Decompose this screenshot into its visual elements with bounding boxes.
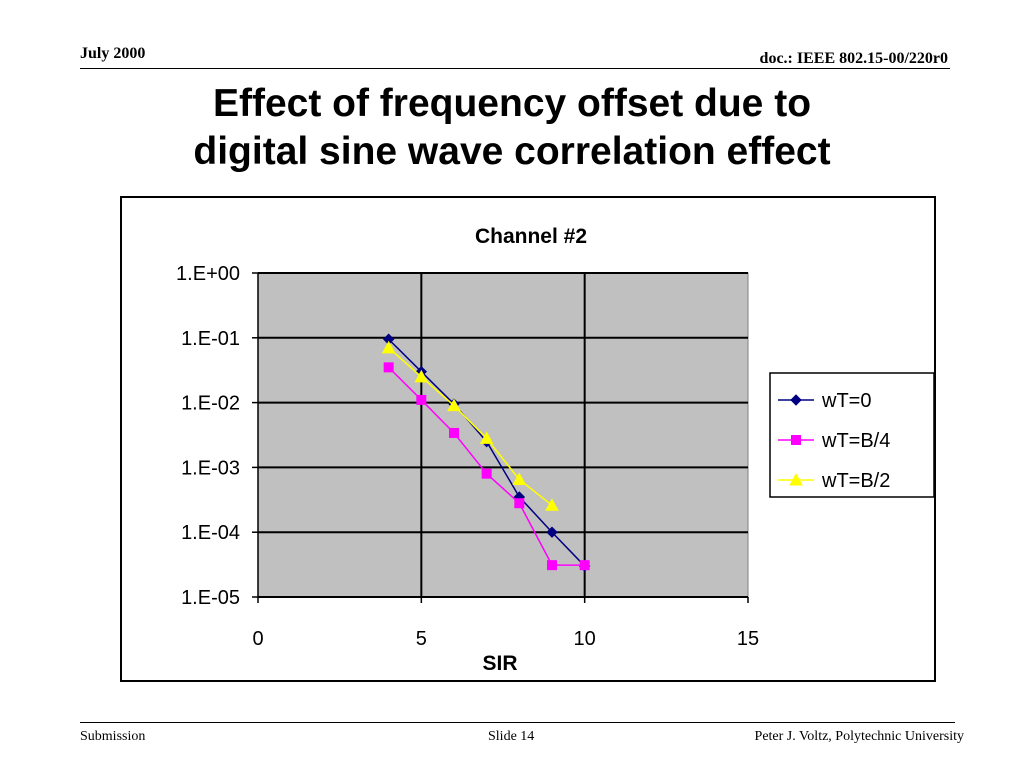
series-2-point	[449, 427, 459, 438]
series-2-point	[547, 560, 557, 571]
plot-area	[257, 272, 749, 598]
x-tick-label: 0	[252, 628, 263, 650]
legend-marker	[790, 394, 802, 406]
y-tick-label: 1.E-03	[181, 457, 240, 479]
legend-label: wT=B/2	[821, 470, 890, 492]
slide-title: Effect of frequency offset due to digita…	[0, 80, 1024, 176]
chart-frame: Channel #2 1.E+00 1.E-01 1.E-02 1.E-03 1.E-04…	[120, 196, 936, 682]
x-tick-label: 5	[416, 628, 427, 650]
slide-title-line-1: Effect of frequency offset due to	[212, 82, 812, 125]
x-tick-label: 15	[737, 628, 759, 650]
series-3-point	[381, 340, 396, 354]
chart: Channel #2 1.E+00 1.E-01 1.E-02 1.E-03 1.E-04…	[176, 225, 934, 675]
y-tick-label: 1.E-01	[181, 328, 240, 350]
footer-left: Submission	[80, 729, 146, 744]
series-3-point	[414, 369, 429, 383]
y-tick-label: 1.E-04	[181, 522, 240, 544]
legend-marker	[791, 435, 801, 445]
series-3-point	[479, 431, 494, 444]
series-2-point	[481, 468, 492, 479]
legend-marker	[789, 472, 803, 486]
x-axis-label: SIR	[482, 652, 517, 675]
series-3-point	[447, 398, 461, 412]
y-tick-label: 1.E-02	[181, 393, 240, 415]
series-2-point	[416, 394, 427, 405]
footer-slide-number: Slide 14	[488, 729, 535, 744]
chart-title: Channel #2	[475, 225, 587, 248]
series-3-point	[512, 472, 527, 486]
y-tick-label: 1.E+00	[176, 263, 240, 285]
series-2-point	[514, 498, 525, 509]
series-1-point	[546, 526, 558, 538]
y-tick-label: 1.E-05	[181, 587, 240, 609]
legend-label: wT=B/4	[821, 430, 890, 452]
footer-rule	[80, 722, 955, 723]
series-2-point	[383, 362, 394, 373]
footer-author: Peter J. Voltz, Polytechnic University	[754, 729, 964, 744]
legend-label: wT=0	[821, 390, 871, 412]
header-date: July 2000	[80, 45, 146, 62]
header-rule	[80, 68, 950, 69]
series-3-point	[545, 498, 559, 511]
x-tick-label: 10	[574, 628, 596, 650]
header-doc-id: doc.: IEEE 802.15-00/220r0	[759, 50, 948, 67]
series-2-point	[579, 560, 590, 571]
slide-title-line-2: digital sine wave correlation effect	[193, 130, 831, 173]
